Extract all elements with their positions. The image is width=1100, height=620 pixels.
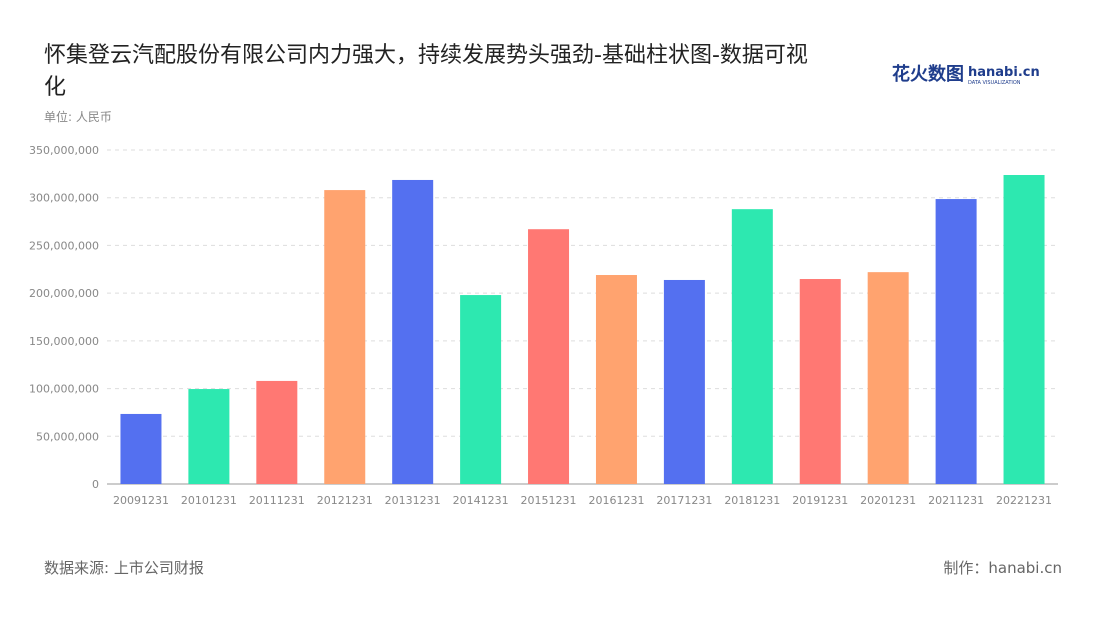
- bar-20211231: [935, 199, 977, 484]
- y-tick-label: 150,000,000: [29, 335, 99, 348]
- logo-en: hanabi.cn: [968, 64, 1040, 80]
- bar-20151231: [528, 229, 570, 484]
- x-tick-label: 20141231: [453, 494, 509, 507]
- y-tick-label: 350,000,000: [29, 144, 99, 157]
- bar-20201231: [867, 272, 909, 484]
- x-tick-label: 20211231: [928, 494, 984, 507]
- y-tick-label: 250,000,000: [29, 239, 99, 252]
- bar-20221231: [1003, 175, 1045, 484]
- x-tick-label: 20171231: [656, 494, 712, 507]
- y-tick-label: 300,000,000: [29, 192, 99, 205]
- bar-20171231: [663, 279, 705, 484]
- y-tick-label: 100,000,000: [29, 383, 99, 396]
- bar-20131231: [392, 179, 434, 484]
- bar-20121231: [324, 190, 366, 484]
- x-tick-label: 20161231: [588, 494, 644, 507]
- x-tick-label: 20121231: [317, 494, 373, 507]
- x-tick-label: 20191231: [792, 494, 848, 507]
- bar-20091231: [120, 413, 162, 484]
- x-tick-label: 20221231: [996, 494, 1052, 507]
- x-tick-label: 20101231: [181, 494, 237, 507]
- x-tick-label: 20111231: [249, 494, 305, 507]
- x-tick-label: 20201231: [860, 494, 916, 507]
- logo-cn: 花火数图: [892, 64, 964, 85]
- y-tick-label: 0: [92, 478, 99, 491]
- x-tick-label: 20131231: [385, 494, 441, 507]
- bar-20111231: [256, 380, 298, 484]
- maker-credit: 制作：hanabi.cn: [943, 559, 1062, 577]
- logo-sub: DATA VISUALIZATION: [968, 79, 1021, 86]
- bar-20101231: [188, 389, 230, 484]
- bar-20191231: [799, 279, 841, 484]
- x-tick-label: 20151231: [521, 494, 577, 507]
- logo: 花火数图 hanabi.cn DATA VISUALIZATION: [892, 60, 1040, 86]
- chart-title: 怀集登云汽配股份有限公司内力强大，持续发展势头强劲-基础柱状图-数据可视化: [44, 43, 808, 100]
- x-tick-label: 20091231: [113, 494, 169, 507]
- bar-20161231: [595, 275, 637, 484]
- bar-20181231: [731, 209, 773, 484]
- data-source: 数据来源: 上市公司财报: [44, 559, 204, 577]
- bar-20141231: [460, 295, 502, 484]
- y-tick-label: 200,000,000: [29, 287, 99, 300]
- x-tick-label: 20181231: [724, 494, 780, 507]
- y-tick-label: 50,000,000: [36, 430, 99, 443]
- unit-label: 单位: 人民币: [44, 110, 112, 124]
